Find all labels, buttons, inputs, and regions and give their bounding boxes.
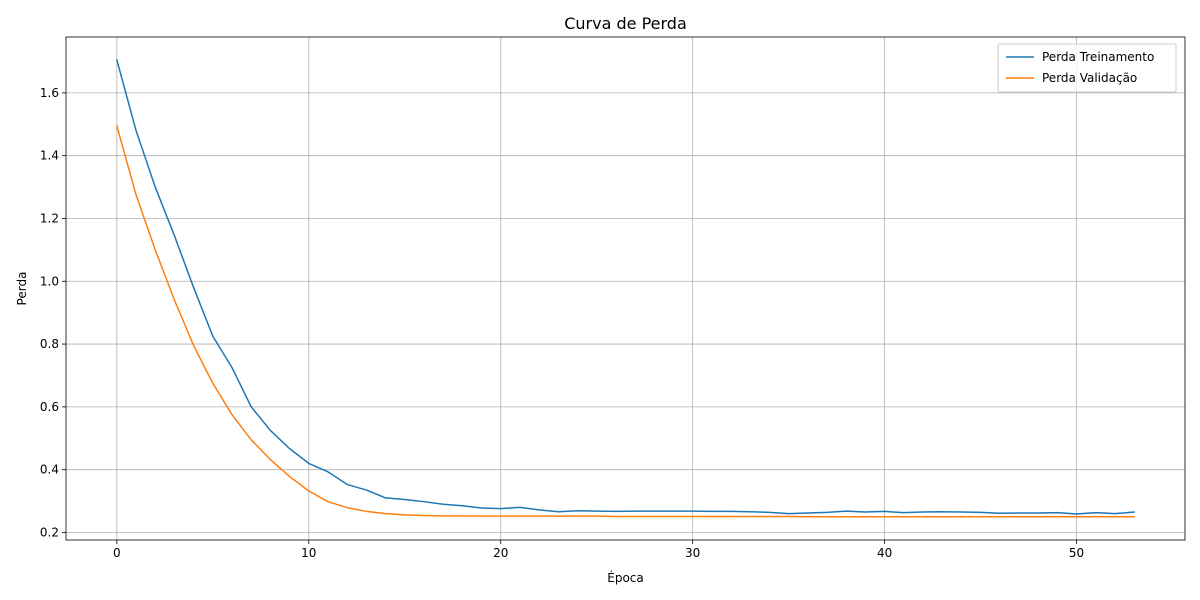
legend-label-1: Perda Treinamento [1042,50,1154,64]
y-tick-label: 1.0 [40,274,59,288]
plot-frame [65,36,1186,541]
y-axis-title: Perda [15,272,29,306]
x-tick-label: 20 [493,546,508,560]
x-tick-label: 0 [113,546,121,560]
chart-title: Curva de Perda [564,14,687,33]
x-tick-label: 30 [685,546,700,560]
y-tick-label: 0.2 [40,525,59,539]
legend: Perda Treinamento Perda Validação [997,43,1177,93]
series-line-2 [115,124,1135,518]
x-tick-label: 10 [301,546,316,560]
x-tick-label: 50 [1069,546,1084,560]
series-line-1 [115,58,1135,515]
y-tick-label: 1.6 [40,86,59,100]
x-tick-label: 40 [877,546,892,560]
x-axis-title: Época [607,570,644,585]
y-tick-label: 1.2 [40,211,59,225]
y-tick-label: 0.4 [40,463,59,477]
y-tick-label: 1.4 [40,149,59,163]
y-tick-label: 0.6 [40,400,59,414]
series-layer [115,58,1135,518]
legend-label-2: Perda Validação [1042,71,1137,85]
y-tick-label: 0.8 [40,337,59,351]
grid-layer [66,37,1185,540]
tick-layer: 0 10 20 30 40 50 0.2 0.4 0.6 0.8 1.0 1.2 1.4 1.6 [40,86,1084,560]
legend-frame [997,43,1177,93]
